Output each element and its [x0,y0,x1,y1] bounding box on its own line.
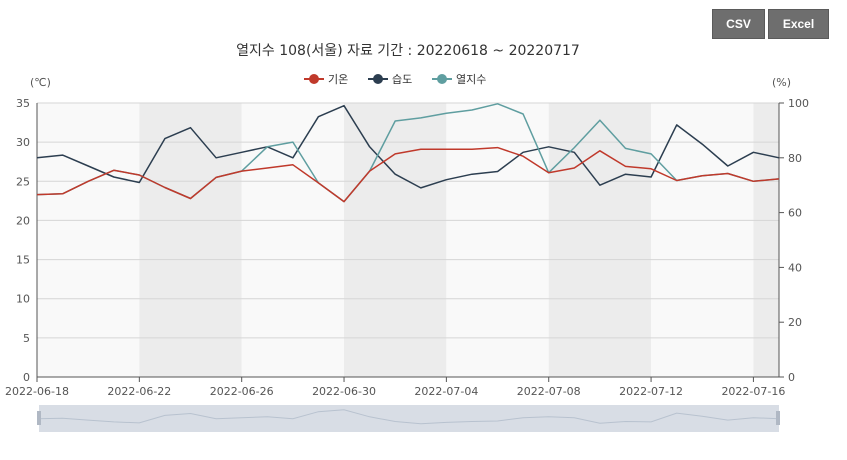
x-tick-label: 2022-07-08 [517,385,581,398]
y-left-tick-label: 30 [16,136,30,149]
legend-label: 습도 [392,73,412,86]
background-band [548,103,652,377]
y-right-tick-label: 40 [788,261,802,274]
x-tick-label: 2022-07-04 [414,385,478,398]
series-line-0 [36,146,780,203]
background-band [753,103,779,377]
y-left-tick-label: 10 [16,293,30,306]
y-right-tick-label: 100 [788,97,809,110]
y-left-tick-label: 20 [16,214,30,227]
background-band [139,103,242,377]
legend-marker [437,74,447,84]
background-band [344,103,447,377]
series-line-1 [36,104,780,189]
y-right-tick-label: 80 [788,152,802,165]
x-tick-label: 2022-06-22 [107,385,171,398]
y-right-tick-label: 0 [788,371,795,384]
chart-title: 열지수 108(서울) 자료 기간 : 20220618 ~ 20220717 [236,43,580,59]
navigator-handle-left [37,411,41,425]
excel-button[interactable]: Excel [768,9,829,39]
y-left-tick-label: 35 [16,97,30,110]
y-right-tick-label: 20 [788,316,802,329]
legend-marker [309,74,319,84]
background-band [241,103,345,377]
x-tick-label: 2022-06-26 [210,385,274,398]
navigator-series [36,409,780,425]
legend-label: 열지수 [456,73,486,86]
y-left-tick-label: 15 [16,254,30,267]
right-axis-unit: (%) [772,76,791,89]
x-tick-label: 2022-07-16 [721,385,785,398]
navigator-track [39,405,779,432]
background-band [651,103,754,377]
x-tick-label: 2022-06-18 [5,385,69,398]
background-band [37,103,140,377]
left-axis-unit: (℃) [30,76,51,89]
x-tick-label: 2022-06-30 [312,385,376,398]
legend-marker [373,74,383,84]
y-left-tick-label: 5 [23,332,30,345]
x-tick-label: 2022-07-12 [619,385,683,398]
y-right-tick-label: 60 [788,207,802,220]
csv-button[interactable]: CSV [712,9,765,39]
y-left-tick-label: 25 [16,175,30,188]
legend-label: 기온 [328,73,348,86]
navigator-handle-right [776,411,780,425]
background-band [446,103,549,377]
y-left-tick-label: 0 [23,371,30,384]
